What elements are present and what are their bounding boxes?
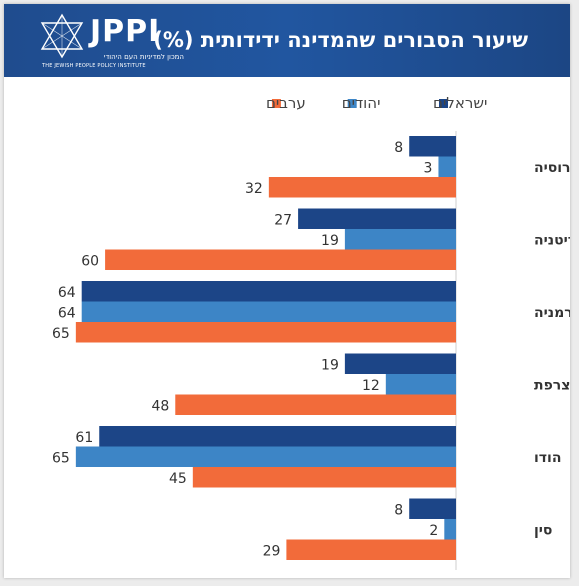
data-label-5-1: 2	[429, 523, 438, 539]
legend-label-0: ישראלים	[433, 94, 487, 112]
category-label-3: צרפת	[534, 377, 570, 393]
legend-label-1: יהודים	[342, 94, 381, 112]
data-label-3-0: 19	[321, 357, 339, 373]
data-label-3-2: 48	[151, 398, 169, 414]
bar-3-0	[344, 353, 456, 374]
bar-2-2	[75, 322, 457, 343]
legend-swatch-0	[439, 99, 448, 108]
logo-wordmark: JPPI	[90, 14, 161, 49]
category-label-5: סין	[534, 522, 552, 538]
data-label-4-2: 45	[169, 471, 187, 487]
bar-5-0	[409, 498, 456, 519]
data-label-0-0: 8	[394, 140, 403, 156]
data-label-4-1: 65	[52, 450, 70, 466]
bar-1-2	[105, 249, 456, 270]
bar-5-2	[286, 539, 456, 560]
chart-title: שיעור הסבורים שהמדינה ידידותית (%)	[153, 28, 528, 52]
data-label-2-1: 64	[58, 305, 76, 321]
data-label-0-2: 32	[245, 181, 263, 197]
data-label-4-0: 61	[75, 430, 93, 446]
header-banner: JPPI המכון למדיניות העם היהודי THE JEWIS…	[4, 4, 570, 77]
jppi-logo: JPPI המכון למדיניות העם היהודי THE JEWIS…	[34, 10, 184, 70]
data-label-2-2: 65	[52, 326, 70, 342]
bar-3-1	[385, 374, 456, 395]
chart-card: JPPI המכון למדיניות העם היהודי THE JEWIS…	[4, 4, 570, 578]
logo-subtitle-hebrew: המכון למדיניות העם היהודי	[103, 53, 184, 61]
bar-2-0	[81, 281, 457, 302]
category-label-4: הודו	[534, 450, 561, 466]
legend-swatch-1	[347, 99, 357, 108]
category-label-2: גרמניה	[534, 305, 570, 321]
bar-0-0	[409, 136, 456, 157]
bar-5-1	[444, 519, 456, 540]
category-label-1: בריטניה	[534, 232, 570, 248]
data-label-1-2: 60	[81, 253, 99, 269]
data-label-1-0: 27	[274, 212, 292, 228]
bar-4-2	[192, 467, 456, 488]
bar-1-1	[344, 229, 456, 250]
bar-4-0	[99, 426, 456, 447]
data-label-2-0: 64	[58, 285, 76, 301]
bar-0-1	[438, 156, 456, 177]
data-label-1-1: 19	[321, 233, 339, 249]
bar-2-1	[81, 301, 457, 322]
legend-label-2: ערבים	[266, 94, 306, 112]
bar-4-1	[75, 446, 457, 467]
data-label-3-1: 12	[362, 378, 380, 394]
bar-3-2	[175, 394, 457, 415]
bar-0-2	[268, 177, 456, 198]
category-label-0: רוסיה	[534, 160, 570, 176]
bar-1-0	[298, 208, 456, 229]
data-label-5-2: 29	[263, 543, 281, 559]
logo-subtitle-english: THE JEWISH PEOPLE POLICY INSTITUTE	[42, 63, 146, 69]
data-label-0-1: 3	[424, 160, 433, 176]
star-of-david-icon	[40, 13, 84, 59]
legend-swatch-2	[271, 99, 281, 108]
bar-chart: ישראלים יהודים ערבים 8 3 32 רוסיה 27 19 60 בריטניה…	[52, 94, 570, 570]
data-label-5-0: 8	[394, 502, 403, 518]
